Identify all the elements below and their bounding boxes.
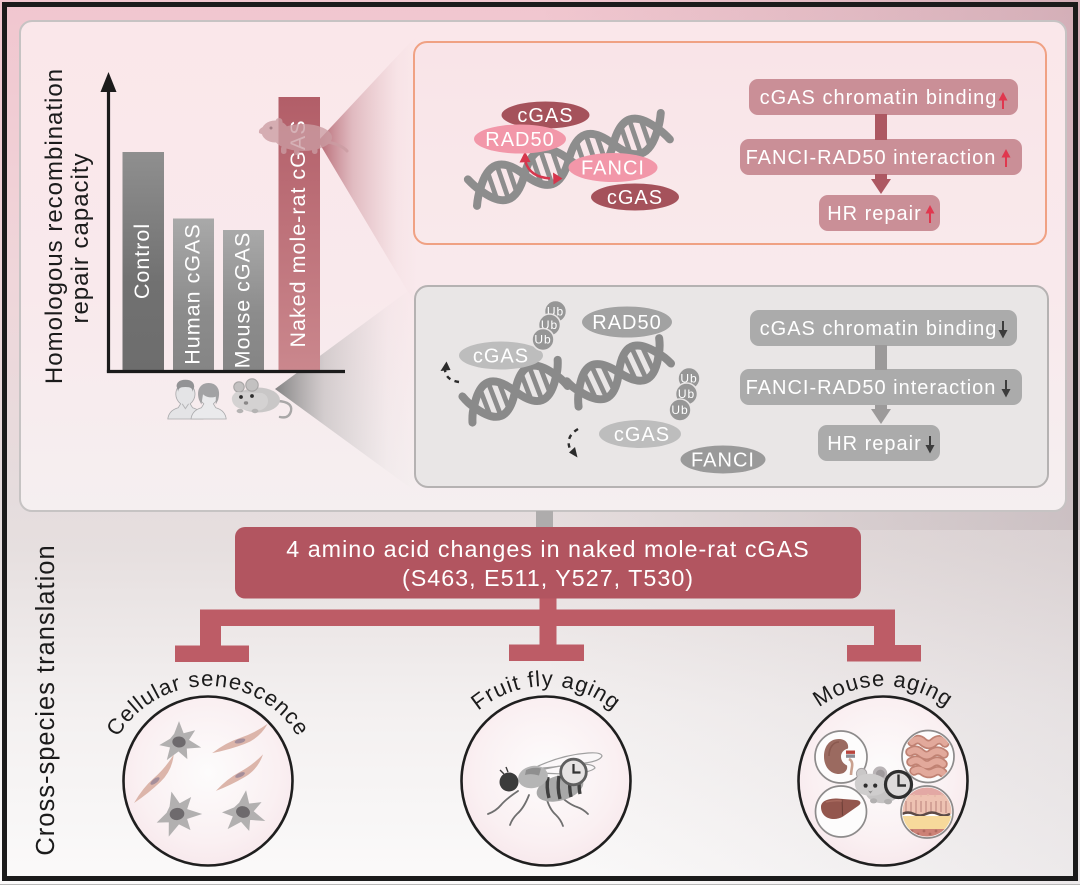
svg-text:Ub: Ub (678, 387, 695, 401)
svg-text:Ub: Ub (671, 403, 688, 417)
svg-text:(S463, E511, Y527, T530): (S463, E511, Y527, T530) (402, 565, 694, 591)
svg-text:Naked mole-rat cGAS: Naked mole-rat cGAS (286, 119, 310, 347)
svg-text:Cross-species translation: Cross-species translation (32, 544, 60, 855)
svg-text:HR repair: HR repair (827, 433, 922, 455)
svg-text:cGAS: cGAS (517, 105, 573, 127)
svg-text:Ub: Ub (680, 372, 697, 386)
svg-text:cGAS chromatin binding: cGAS chromatin binding (760, 87, 998, 109)
svg-text:Ub: Ub (534, 333, 551, 347)
svg-text:FANCI-RAD50 interaction: FANCI-RAD50 interaction (746, 377, 997, 399)
svg-text:cGAS chromatin binding: cGAS chromatin binding (760, 318, 998, 340)
svg-text:repair capacity: repair capacity (67, 152, 94, 323)
svg-text:HR repair: HR repair (827, 203, 922, 225)
svg-text:cGAS: cGAS (614, 424, 670, 446)
svg-text:4 amino acid changes in naked: 4 amino acid changes in naked mole-rat c… (286, 536, 809, 562)
svg-text:FANCI: FANCI (691, 450, 755, 472)
svg-text:cGAS: cGAS (473, 346, 529, 368)
svg-text:cGAS: cGAS (607, 187, 663, 209)
svg-text:Human cGAS: Human cGAS (181, 223, 205, 364)
svg-text:Mouse cGAS: Mouse cGAS (231, 232, 255, 369)
svg-text:RAD50: RAD50 (485, 129, 554, 151)
svg-text:FANCI: FANCI (581, 158, 645, 180)
svg-text:RAD50: RAD50 (592, 312, 661, 334)
svg-text:FANCI-RAD50 interaction: FANCI-RAD50 interaction (746, 147, 997, 169)
svg-text:Control: Control (130, 223, 154, 299)
svg-text:Homologous recombination: Homologous recombination (41, 68, 68, 384)
